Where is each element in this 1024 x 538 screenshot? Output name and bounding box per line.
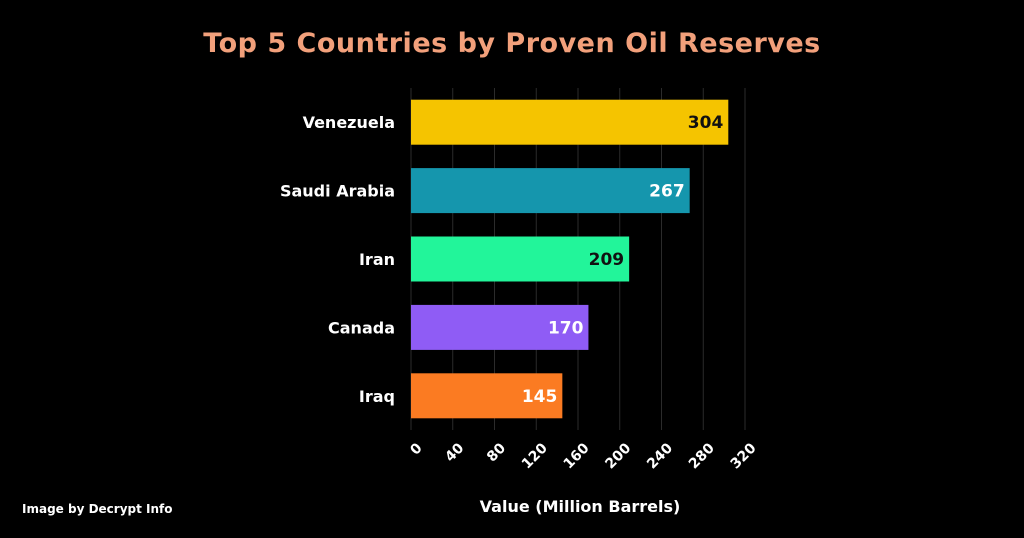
x-tick-label-2: 80	[484, 440, 509, 465]
x-tick-label-6: 240	[644, 440, 676, 472]
x-tick-label-1: 40	[442, 440, 467, 465]
category-label-4: Iraq	[359, 387, 395, 406]
category-label-0: Venezuela	[303, 113, 395, 132]
bar-0	[411, 99, 729, 145]
bar-4	[411, 373, 563, 419]
bars	[411, 99, 729, 419]
bar-2	[411, 236, 630, 282]
x-tick-label-8: 320	[728, 440, 760, 472]
x-tick-label-7: 280	[686, 440, 718, 472]
category-labels: Venezuela Saudi Arabia Iran Canada Iraq	[280, 113, 395, 406]
value-label-2: 209	[589, 250, 625, 270]
bar-3	[411, 304, 589, 350]
x-tick-label-5: 200	[602, 440, 634, 472]
value-label-0: 304	[688, 113, 724, 133]
value-label-1: 267	[649, 182, 685, 202]
credit-text: Image by Decrypt Info	[22, 502, 173, 516]
value-label-4: 145	[522, 387, 558, 407]
value-labels: 304 267 209 170 145	[522, 113, 724, 407]
x-tick-label-0: 0	[407, 440, 425, 458]
category-label-2: Iran	[359, 250, 395, 269]
x-tick-label-3: 120	[519, 440, 551, 472]
x-tick-labels: 0 40 80 120 160 200 240 280 320	[407, 440, 759, 472]
category-label-1: Saudi Arabia	[280, 182, 395, 201]
chart-title: Top 5 Countries by Proven Oil Reserves	[203, 28, 821, 59]
category-label-3: Canada	[328, 318, 395, 337]
value-label-3: 170	[548, 318, 584, 338]
x-axis-title: Value (Million Barrels)	[480, 497, 681, 516]
x-tick-label-4: 160	[561, 440, 593, 472]
bar-1	[411, 168, 690, 214]
